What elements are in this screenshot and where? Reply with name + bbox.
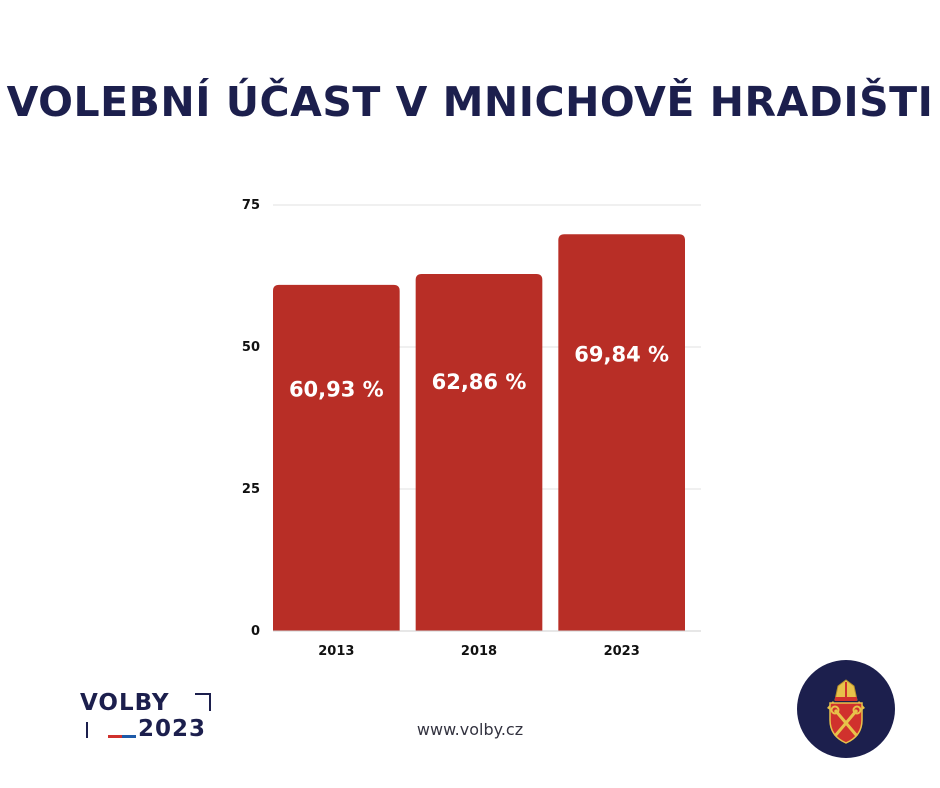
- logo-vertical-mark: [86, 722, 88, 738]
- x-tick-label: 2023: [604, 644, 640, 659]
- logo-corner-mark: [195, 693, 211, 711]
- data-label: 60,93 %: [289, 378, 384, 402]
- coat-of-arms-icon: [797, 660, 895, 758]
- data-labels: 60,93 % 62,86 % 69,84 %: [289, 342, 669, 401]
- logo-top-text: VOLBY: [80, 690, 170, 716]
- logo-red-stripe: [108, 735, 122, 738]
- y-tick-label: 50: [242, 340, 260, 355]
- y-axis-ticks: 0 25 50 75: [242, 198, 260, 639]
- logo-blue-stripe: [122, 735, 136, 738]
- bar-2023: [558, 234, 685, 631]
- data-label: 69,84 %: [574, 342, 669, 366]
- footer-url[interactable]: www.volby.cz: [416, 720, 524, 739]
- logo-bottom-text: 2023: [138, 716, 207, 742]
- data-label: 62,86 %: [432, 370, 527, 394]
- volby-logo: VOLBY 2023: [80, 690, 220, 746]
- y-tick-label: 25: [242, 482, 260, 497]
- y-tick-label: 75: [242, 198, 260, 213]
- bar-2013: [273, 284, 400, 631]
- page-title: VOLEBNÍ ÚČAST V MNICHOVĚ HRADIŠTI: [6, 78, 934, 126]
- y-tick-label: 0: [251, 624, 260, 639]
- bars: [273, 234, 685, 631]
- x-tick-label: 2013: [318, 644, 354, 659]
- x-axis-ticks: 2013 2018 2023: [318, 644, 640, 659]
- x-tick-label: 2018: [461, 644, 497, 659]
- bar-2018: [415, 273, 543, 631]
